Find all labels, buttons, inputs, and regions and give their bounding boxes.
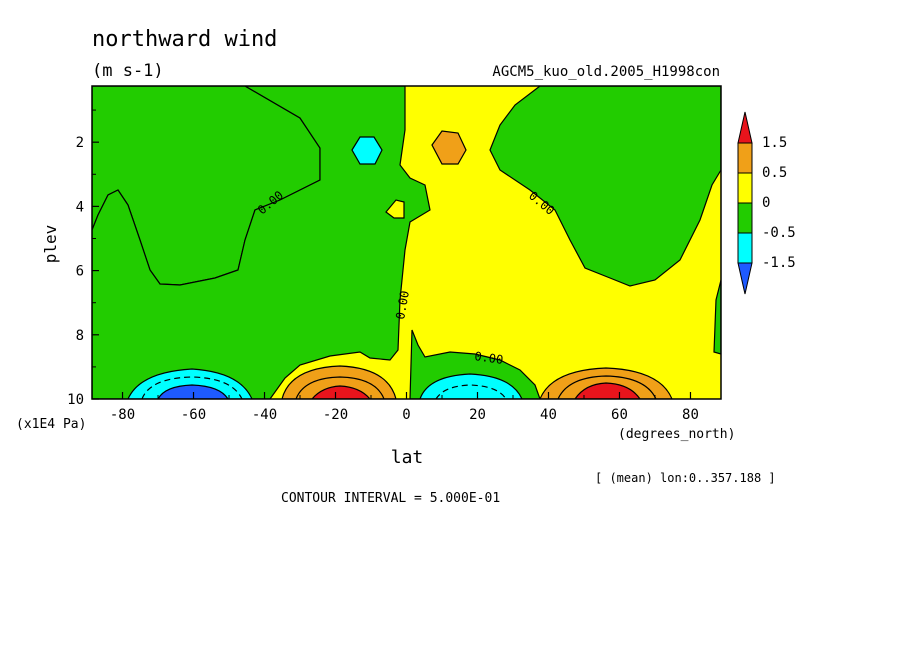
x-tick-label: 60: [611, 407, 628, 423]
colorbar-label: -0.5: [762, 225, 796, 241]
contour-fill-green-center: [92, 86, 431, 399]
contour-fill-green-right: [489, 86, 721, 287]
x-tick-label: 80: [682, 407, 699, 423]
chart-units: (m s-1): [92, 61, 164, 81]
colorbar-swatch-0-0.5: [737, 172, 753, 204]
colorbar-label: 1.5: [762, 135, 787, 151]
contour-fill-red-north: [574, 382, 641, 399]
contour-fill-green-right-edge: [713, 279, 721, 355]
averaging-note: [ (mean) lon:0..357.188 ]: [595, 471, 776, 485]
y-tick-label: 6: [76, 264, 84, 280]
contour-fill-cyan-upper-cell: [351, 136, 383, 165]
x-tick-label: 20: [469, 407, 486, 423]
colorbar-label: 0: [762, 195, 770, 211]
x-tick-label: -40: [252, 407, 277, 423]
chart-title: northward wind: [92, 27, 277, 52]
contour-label-center: 0.00: [393, 290, 412, 321]
contour-fill-yellow-pocket: [385, 199, 405, 219]
colorbar: 1.5 0.5 0 -0.5 -1.5: [737, 111, 796, 295]
y-tick-label: 10: [67, 392, 84, 408]
contour-label-right-lower: 0.00: [474, 349, 505, 367]
contour-fill-orange-upper-cell: [431, 130, 467, 165]
x-tick-label: -20: [323, 407, 348, 423]
x-tick-label: -80: [110, 407, 135, 423]
x-tick-label: 0: [402, 407, 410, 423]
colorbar-label: -1.5: [762, 255, 796, 271]
contour-line-dashed-south: [141, 376, 243, 399]
contour-line-north-positive: [557, 375, 657, 399]
colorbar-swatch-0.5-1.5: [737, 142, 753, 174]
x-tick-label: -60: [181, 407, 206, 423]
contour-fill-orange-south: [281, 365, 397, 399]
y-axis: 2 4 6 8 10: [67, 109, 99, 408]
colorbar-label: 0.5: [762, 165, 787, 181]
dataset-label: AGCM5_kuo_old.2005_H1998con: [492, 64, 720, 80]
colorbar-swatch-neg0.5-0: [737, 202, 753, 234]
y-tick-label: 2: [76, 135, 84, 151]
x-axis-label: lat: [391, 447, 424, 468]
y-tick-label: 8: [76, 328, 84, 344]
contour-line-south-positive: [295, 376, 385, 399]
colorbar-swatch-neg1.5-neg0.5: [737, 232, 753, 264]
x-axis: -80 -60 -40 -20 0 20 40 60 80: [110, 392, 699, 423]
x-axis-units: (degrees_north): [618, 427, 735, 442]
x-tick-label: 40: [540, 407, 557, 423]
contour-fill-red-south: [311, 385, 371, 399]
plot-area: 0.00 0.00 0.00 0.00: [91, 85, 722, 400]
colorbar-swatch-gt-1.5: [737, 111, 753, 144]
contour-fill-cyan-north: [419, 373, 523, 399]
contour-interval-text: CONTOUR INTERVAL = 5.000E-01: [281, 491, 500, 506]
y-axis-label: plev: [41, 225, 60, 264]
y-tick-label: 4: [76, 199, 84, 215]
colorbar-swatch-lt-neg1.5: [737, 262, 753, 295]
y-axis-units: (x1E4 Pa): [16, 417, 86, 432]
